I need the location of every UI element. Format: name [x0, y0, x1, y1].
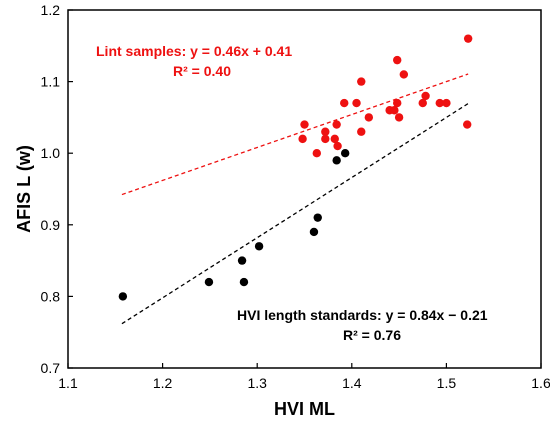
- lint-sample-point: [330, 134, 339, 144]
- hvi-standard-point: [204, 277, 214, 287]
- lint-sample-point: [463, 120, 472, 129]
- trendline-layer: [121, 73, 469, 325]
- lint-sample-point: [418, 98, 427, 108]
- y-tick-label: 0.8: [41, 288, 61, 304]
- lint-trendline: [121, 73, 469, 196]
- hvi-equation-label: HVI length standards: y = 0.84x − 0.21: [237, 307, 488, 323]
- lint-sample-point: [421, 91, 430, 101]
- x-axis-title: HVI ML: [274, 399, 335, 419]
- lint-sample-point: [321, 127, 330, 136]
- x-tick-label: 1.4: [342, 375, 362, 391]
- lint-sample-point: [390, 106, 399, 115]
- lint-sample-point: [321, 134, 330, 144]
- hvi-standard-point: [237, 256, 247, 265]
- lint-sample-point: [340, 98, 349, 108]
- points-layer: [118, 34, 473, 301]
- y-tick-label: 1.1: [41, 74, 61, 90]
- hvi-standard-point: [118, 292, 128, 301]
- ticks-layer: 1.1 1.2 1.3 1.4 1.5 1.6 0.7 0.8 0.9 1.0 1.1 1.2: [41, 2, 550, 391]
- lint-r2-label: R² = 0.40: [173, 63, 231, 79]
- y-tick-label: 0.9: [41, 217, 61, 233]
- lint-sample-point: [364, 113, 374, 122]
- x-tick-label: 1.3: [247, 375, 267, 391]
- lint-sample-point: [357, 127, 366, 136]
- lint-sample-point: [332, 120, 341, 129]
- x-tick-label: 1.2: [153, 375, 173, 391]
- y-tick-label: 1.2: [41, 2, 61, 18]
- lint-sample-point: [300, 120, 309, 129]
- hvi-r2-label: R² = 0.76: [343, 327, 401, 343]
- lint-equation-label: Lint samples: y = 0.46x + 0.41: [96, 43, 292, 59]
- lint-sample-point: [393, 55, 402, 65]
- hvi-standard-point: [332, 156, 341, 165]
- x-tick-label: 1.6: [531, 375, 550, 391]
- hvi-standard-point: [309, 227, 319, 237]
- hvi-standard-point: [340, 149, 350, 158]
- lint-sample-point: [435, 98, 444, 108]
- lint-sample-point: [463, 34, 473, 43]
- lint-sample-point: [442, 98, 451, 108]
- hvi-standard-point: [239, 277, 249, 287]
- y-axis-title: AFIS L (w): [14, 145, 34, 233]
- y-tick-label: 1.0: [41, 145, 61, 161]
- lint-sample-point: [357, 77, 366, 86]
- lint-sample-point: [399, 70, 409, 79]
- x-tick-label: 1.1: [58, 375, 78, 391]
- y-tick-label: 0.7: [41, 360, 61, 376]
- lint-sample-point: [352, 98, 361, 108]
- x-tick-label: 1.5: [437, 375, 457, 391]
- lint-sample-point: [312, 149, 321, 158]
- lint-sample-point: [298, 134, 307, 144]
- hvi-trendline: [121, 103, 469, 325]
- plot-area-frame: [67, 9, 542, 369]
- lint-sample-point: [393, 98, 402, 108]
- hvi-standard-point: [254, 242, 264, 251]
- hvi-standard-point: [313, 213, 322, 222]
- lint-sample-point: [394, 113, 404, 122]
- lint-sample-point: [333, 141, 342, 151]
